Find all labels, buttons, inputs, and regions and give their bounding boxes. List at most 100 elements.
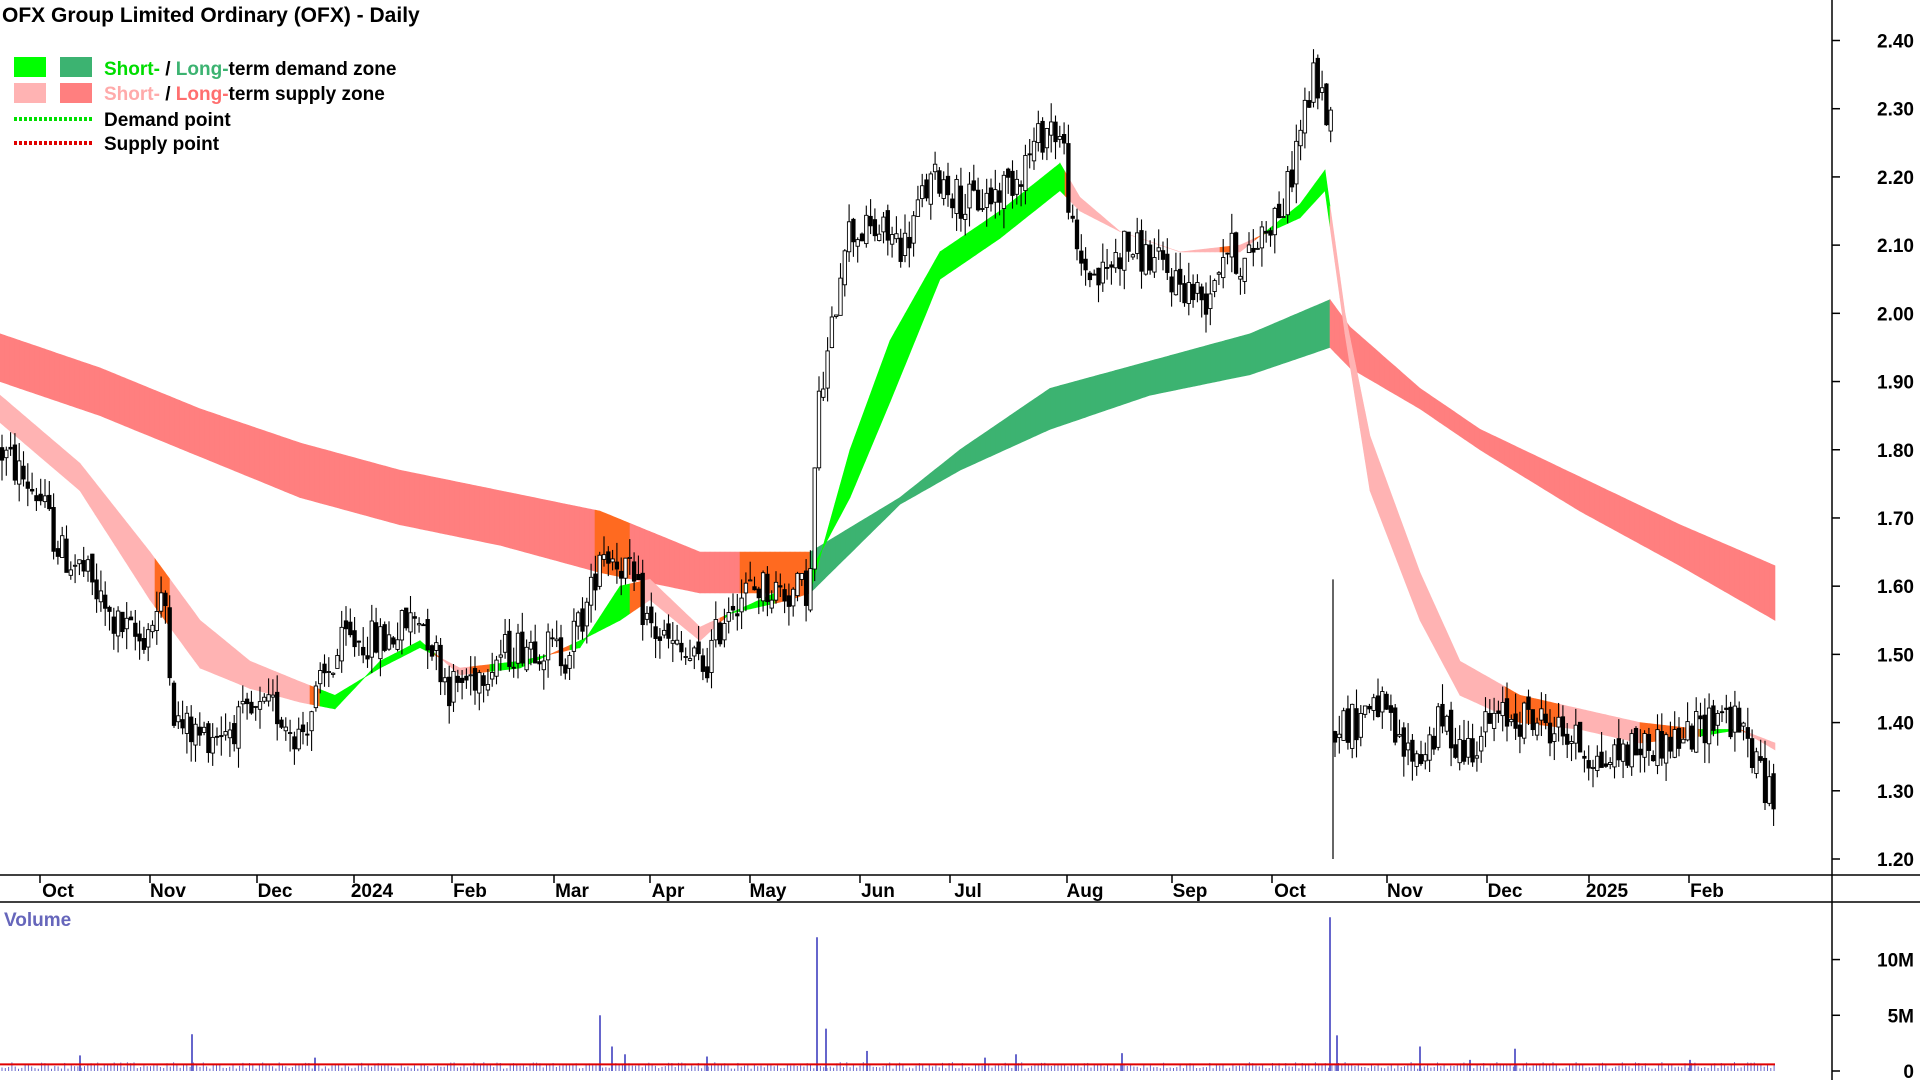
short-term-zone-segment xyxy=(39,428,46,462)
long-term-zone-segment xyxy=(1744,552,1751,607)
candle-body xyxy=(137,633,142,642)
long-term-zone-segment xyxy=(1689,528,1696,575)
short-term-zone-segment xyxy=(1479,672,1486,708)
long-term-zone-segment xyxy=(79,360,86,411)
long-term-zone-segment xyxy=(899,492,906,505)
long-term-zone-segment xyxy=(1484,431,1491,457)
long-term-zone-segment xyxy=(1659,514,1666,559)
short-term-zone-segment xyxy=(1589,710,1596,734)
short-term-zone-segment xyxy=(1169,248,1176,251)
candle-body xyxy=(283,726,288,732)
short-term-zone-segment xyxy=(1059,162,1066,197)
long-term-zone-segment xyxy=(139,383,146,435)
short-term-zone-segment xyxy=(689,616,696,638)
y-tick-label: 2.00 xyxy=(1877,304,1914,325)
short-term-zone-segment xyxy=(419,640,426,651)
short-term-zone-segment xyxy=(1109,222,1116,230)
candle-body xyxy=(597,554,602,587)
short-term-zone-segment xyxy=(1454,649,1461,696)
long-term-zone-segment xyxy=(1474,425,1481,451)
long-term-zone-segment xyxy=(1199,345,1206,386)
candle-body xyxy=(920,185,925,200)
long-term-zone-segment xyxy=(464,483,471,540)
short-term-zone-segment xyxy=(699,624,706,642)
short-term-zone-segment xyxy=(1289,207,1296,223)
candle-body xyxy=(696,641,701,655)
candle-body xyxy=(666,623,671,639)
candle-body xyxy=(227,729,233,739)
candle-body xyxy=(189,716,194,743)
candle-body xyxy=(1079,250,1084,264)
long-term-zone-segment xyxy=(389,467,396,524)
candle-body xyxy=(537,661,542,665)
candle-body xyxy=(1255,247,1260,250)
candle-body xyxy=(855,239,860,247)
candle-body xyxy=(1616,738,1621,761)
candle-body xyxy=(1556,716,1561,728)
candle-body xyxy=(541,660,546,671)
candle-body xyxy=(894,233,899,240)
long-term-zone-segment xyxy=(999,418,1006,453)
candle-body xyxy=(722,623,727,641)
candle-body xyxy=(1027,153,1032,156)
short-term-zone-segment xyxy=(1414,558,1421,621)
long-term-zone-segment xyxy=(94,365,101,417)
short-term-zone-segment xyxy=(354,679,361,689)
short-term-zone-segment xyxy=(1069,179,1076,207)
long-term-zone-segment xyxy=(1009,411,1016,448)
long-term-zone-segment xyxy=(1584,478,1591,518)
short-term-zone-segment xyxy=(44,432,51,466)
candle-body xyxy=(1681,738,1686,744)
long-term-zone-segment xyxy=(1019,404,1026,444)
short-term-zone-segment xyxy=(684,612,691,634)
candle-body xyxy=(1173,270,1179,296)
candle-body xyxy=(1195,282,1200,294)
long-term-zone-segment xyxy=(1619,495,1626,537)
candle-body xyxy=(38,493,43,502)
long-term-zone-segment xyxy=(359,458,366,516)
candle-body xyxy=(687,658,693,661)
candle-body xyxy=(932,163,938,173)
long-term-zone-segment xyxy=(1264,324,1271,371)
short-term-zone-segment xyxy=(859,408,866,474)
long-term-zone-segment xyxy=(1479,428,1486,454)
candle-body xyxy=(877,233,882,241)
candle-body xyxy=(1109,264,1114,268)
long-term-zone-segment xyxy=(134,381,141,433)
candle-body xyxy=(1577,721,1583,753)
candle-body xyxy=(765,573,770,603)
candle-body xyxy=(1307,100,1312,108)
candle-body xyxy=(1233,232,1239,274)
candle-body xyxy=(1354,708,1359,741)
long-term-zone-segment xyxy=(59,353,66,405)
candle-body xyxy=(502,634,508,653)
long-term-zone-segment xyxy=(1089,375,1096,417)
long-term-zone-segment xyxy=(854,521,861,550)
candle-body xyxy=(868,215,873,227)
candle-body xyxy=(455,675,460,683)
short-term-zone-segment xyxy=(954,237,961,270)
candle-body xyxy=(1190,283,1196,301)
candle-body xyxy=(1431,735,1437,750)
short-term-zone-segment xyxy=(899,312,906,378)
long-term-zone-segment xyxy=(949,453,956,477)
short-term-zone-segment xyxy=(1324,170,1331,227)
long-term-zone-segment xyxy=(924,472,931,491)
candle-body xyxy=(842,250,847,286)
candle-body xyxy=(679,642,684,653)
long-term-zone-segment xyxy=(1499,438,1506,466)
candle-body xyxy=(1573,724,1578,744)
long-term-zone-segment xyxy=(844,527,851,560)
short-term-zone-segment xyxy=(1359,386,1366,460)
long-term-zone-segment xyxy=(354,457,361,515)
long-term-zone-segment xyxy=(1309,305,1316,355)
long-term-zone-segment xyxy=(929,468,936,488)
candle-body xyxy=(223,731,228,736)
candle-body xyxy=(524,646,529,671)
candle-body xyxy=(51,507,56,552)
legend-demand-long: Long- xyxy=(176,59,229,80)
short-term-zone-segment xyxy=(1434,605,1441,658)
candle-body xyxy=(1453,744,1458,758)
long-term-zone-segment xyxy=(479,486,486,543)
